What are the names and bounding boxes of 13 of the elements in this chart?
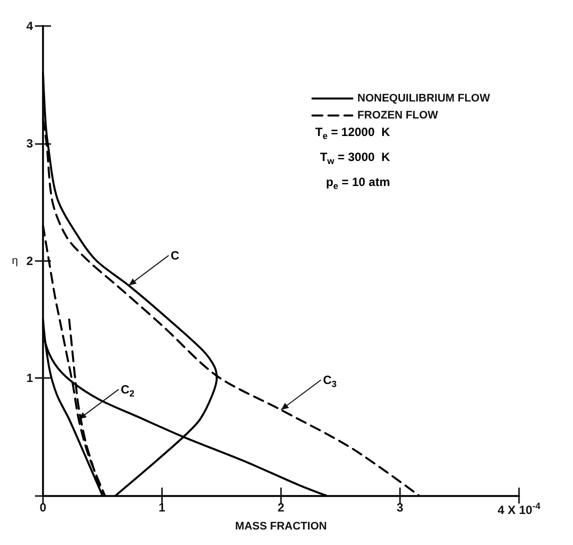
y-tick-label: 3 [26, 136, 34, 150]
x-tick-label: 0 [40, 500, 47, 515]
x-tick-label: 1 [158, 500, 166, 515]
legend-label: FROZEN FLOW [357, 110, 439, 122]
x-axis-title: MASS FRACTION [235, 520, 327, 532]
y-tick-label: 4 [26, 19, 34, 33]
x-tick-label: 2 [278, 500, 285, 515]
y-tick-label: 1 [26, 371, 34, 386]
legend-label: NONEQUILIBRIUM FLOW [357, 92, 491, 104]
annotation: C [170, 248, 180, 262]
y-axis-title: η [12, 254, 18, 267]
y-tick-label: 2 [26, 254, 34, 268]
x-tick-label: 3 [396, 500, 404, 515]
